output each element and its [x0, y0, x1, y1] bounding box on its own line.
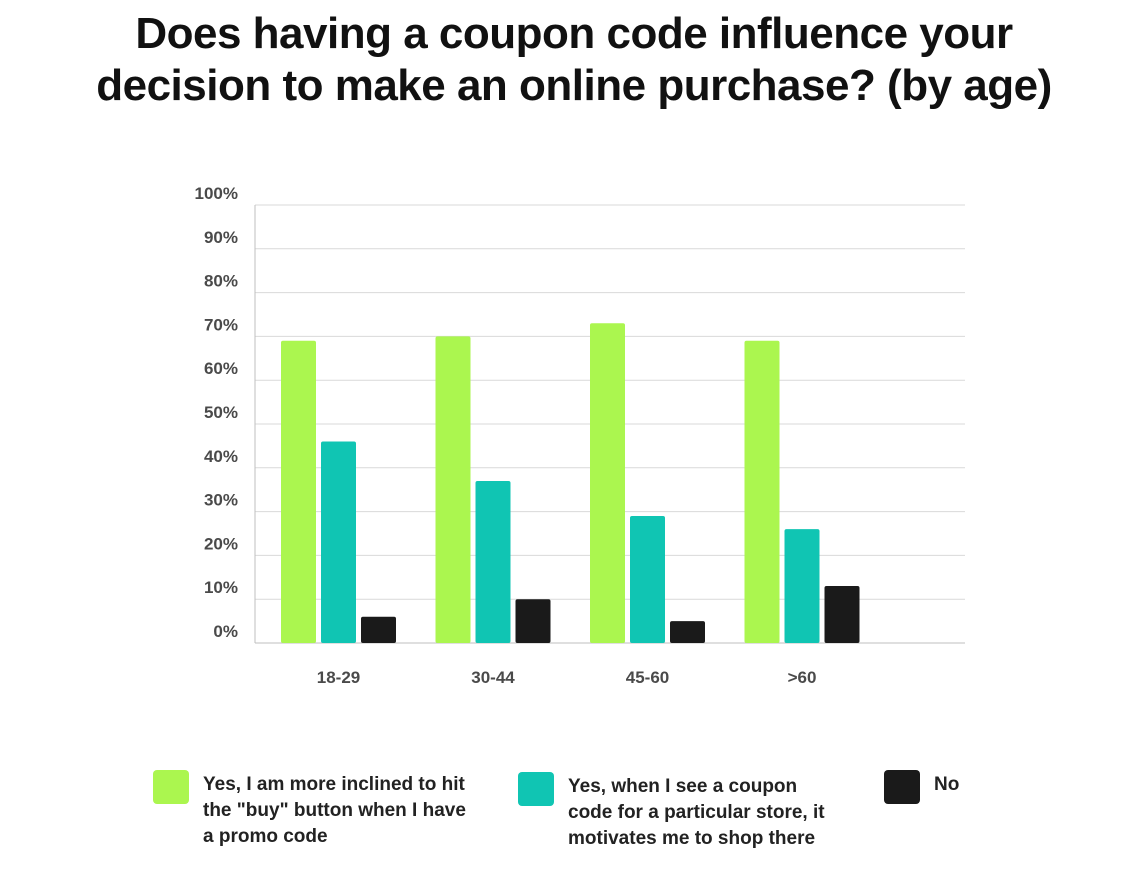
y-tick-label: 60% — [204, 359, 238, 378]
legend-swatch-coupon-store — [518, 772, 554, 806]
bar — [824, 586, 860, 643]
legend-swatch-no — [884, 770, 920, 804]
bar — [784, 529, 820, 643]
y-tick-label: 90% — [204, 228, 238, 247]
legend-label-promo: Yes, I am more inclined to hit the "buy"… — [203, 774, 466, 847]
bar — [435, 336, 471, 643]
y-tick-label: 10% — [204, 578, 238, 597]
y-tick-label: 100% — [195, 184, 238, 203]
bar — [475, 480, 511, 643]
x-tick-label: 18-29 — [317, 668, 360, 687]
x-tick-label: >60 — [788, 668, 817, 687]
bar — [744, 340, 780, 643]
legend-item-coupon-store: Yes, when I see a coupon code for a part… — [518, 772, 825, 852]
chart-title-line-1: Does having a coupon code influence your — [135, 9, 1013, 58]
bar — [321, 441, 356, 643]
chart-title-line-2: decision to make an online purchase? (by… — [96, 61, 1052, 110]
bar — [281, 340, 316, 643]
chart-title: Does having a coupon code influence your… — [0, 8, 1148, 112]
y-tick-label: 50% — [204, 403, 238, 422]
y-tick-label: 0% — [213, 622, 238, 641]
legend-item-no: No — [884, 770, 959, 804]
bar — [590, 323, 625, 643]
x-tick-label: 45-60 — [626, 668, 669, 687]
legend-label-coupon-store: Yes, when I see a coupon code for a part… — [568, 776, 825, 849]
bar — [361, 616, 396, 643]
y-tick-label: 30% — [204, 491, 238, 510]
legend-swatch-promo — [153, 770, 189, 804]
y-tick-label: 70% — [204, 315, 238, 334]
y-tick-label: 80% — [204, 272, 238, 291]
bar — [515, 599, 551, 643]
legend-label-no: No — [934, 774, 960, 795]
y-tick-label: 40% — [204, 447, 238, 466]
y-tick-label: 20% — [204, 534, 238, 553]
legend-item-promo: Yes, I am more inclined to hit the "buy"… — [153, 770, 466, 850]
x-tick-label: 30-44 — [471, 668, 515, 687]
bar — [630, 515, 665, 643]
bar — [670, 621, 705, 643]
